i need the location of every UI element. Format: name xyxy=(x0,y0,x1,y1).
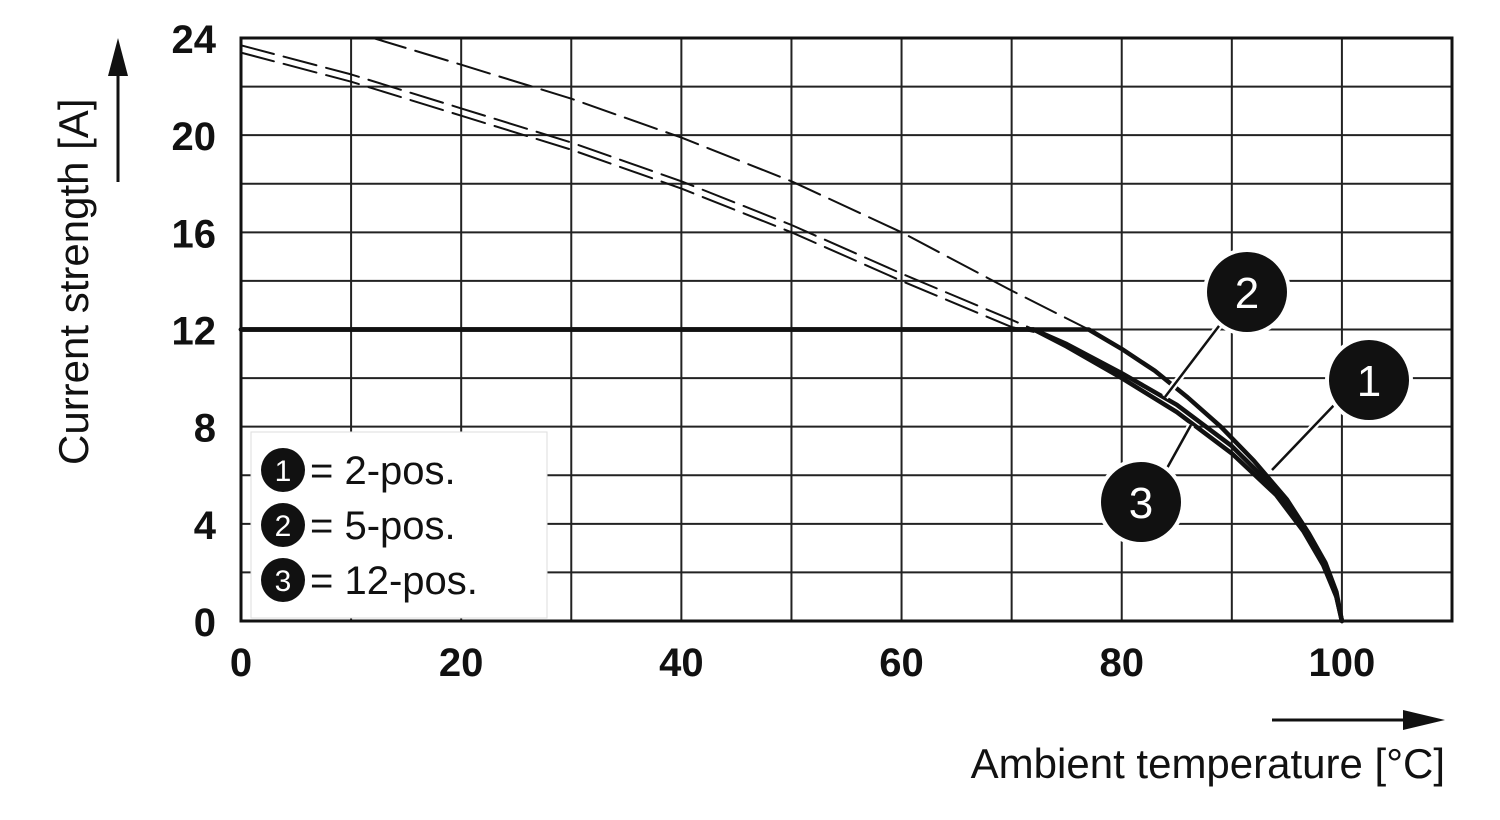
legend: 1 = 2-pos. 2 = 5-pos. 3 = 12-pos. xyxy=(250,431,548,619)
plot-border xyxy=(239,36,1454,623)
x-axis-title: Ambient temperature [°C] xyxy=(971,740,1445,787)
callout-badge-number: 1 xyxy=(1357,357,1381,406)
x-axis-arrow-icon xyxy=(1272,710,1445,730)
series-line-3 xyxy=(238,327,1345,624)
curves xyxy=(238,37,1345,624)
y-tick-label: 8 xyxy=(194,407,216,451)
callout-badge-number: 3 xyxy=(1129,479,1153,528)
y-tick-label: 0 xyxy=(194,601,216,645)
series-line-dashed xyxy=(240,44,1035,331)
legend-badge-1 xyxy=(261,448,305,492)
x-tick-label: 0 xyxy=(230,641,252,685)
y-axis-arrow-icon xyxy=(108,38,128,182)
legend-badge-number: 3 xyxy=(275,565,292,598)
legend-entry-label: = 2-pos. xyxy=(310,449,456,493)
plot-frame xyxy=(239,36,1454,623)
series-line-dashed xyxy=(372,37,1090,331)
x-tick-label: 80 xyxy=(1099,641,1144,685)
x-tick-label: 40 xyxy=(659,641,704,685)
x-tick-label: 60 xyxy=(879,641,924,685)
y-axis-title: Current strength [A] xyxy=(50,99,97,466)
callout-badge-number: 2 xyxy=(1235,269,1259,318)
x-tick-label: 20 xyxy=(439,641,484,685)
y-tick-label: 20 xyxy=(172,115,217,159)
callout-badge-2 xyxy=(1207,252,1287,332)
legend-badge-2 xyxy=(261,503,305,547)
legend-entry-label: = 12-pos. xyxy=(310,559,478,603)
callout-leader-line xyxy=(1164,321,1223,398)
callout-badge-3 xyxy=(1101,462,1181,542)
legend-badge-number: 1 xyxy=(275,455,292,488)
y-tick-label: 12 xyxy=(172,310,217,354)
callout-leader-line xyxy=(1164,424,1193,471)
legend-badge-3 xyxy=(261,558,305,602)
callout-badge-1 xyxy=(1329,340,1409,420)
y-tick-label: 16 xyxy=(172,212,217,256)
x-tick-label: 100 xyxy=(1309,641,1376,685)
curve-badges: 1 2 3 xyxy=(1097,248,1413,546)
callout-leader-line xyxy=(1271,401,1338,471)
legend-badge-number: 2 xyxy=(275,510,292,543)
y-tick-label: 4 xyxy=(194,504,217,548)
y-tick-label: 24 xyxy=(172,18,217,62)
legend-entry-label: = 5-pos. xyxy=(310,504,456,548)
series-line-dashed xyxy=(240,51,1035,333)
